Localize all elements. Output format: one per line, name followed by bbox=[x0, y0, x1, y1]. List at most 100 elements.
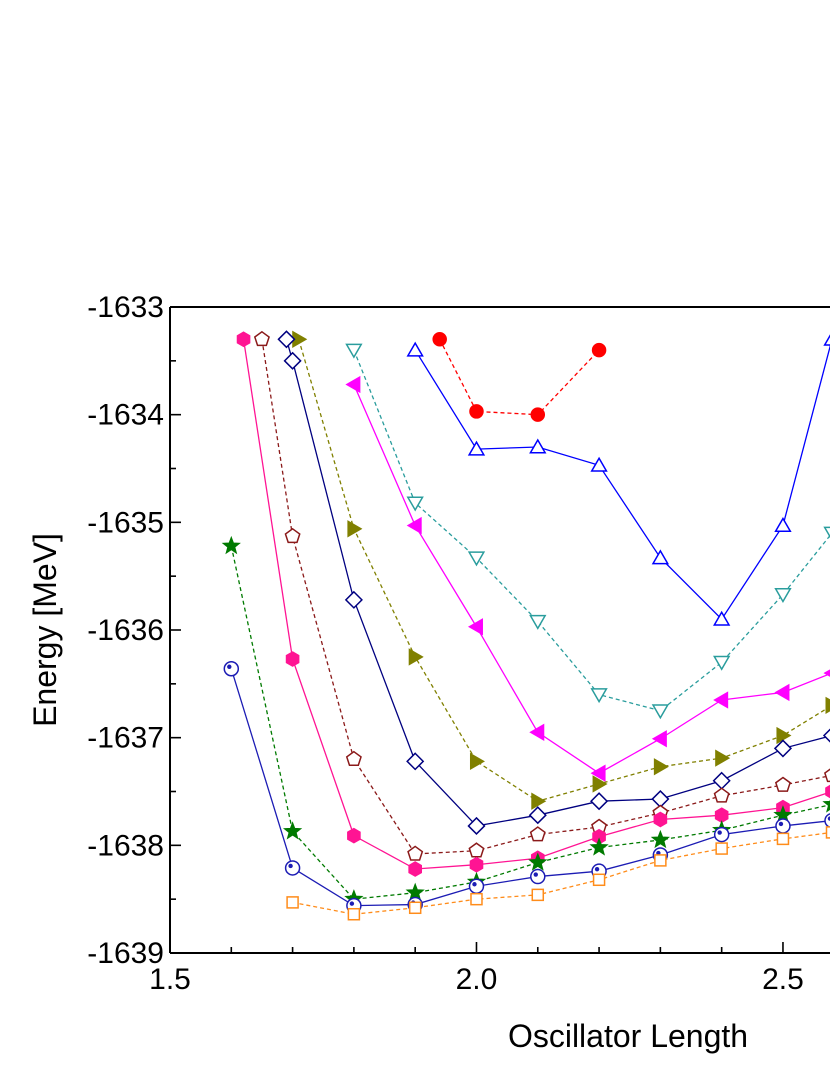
data-point bbox=[345, 375, 361, 394]
series-9 bbox=[221, 535, 830, 908]
data-point bbox=[469, 404, 484, 419]
data-point bbox=[236, 331, 251, 348]
series-line bbox=[439, 339, 600, 416]
data-point bbox=[406, 341, 424, 357]
series-1 bbox=[432, 332, 607, 422]
data-point bbox=[408, 901, 422, 915]
data-point bbox=[528, 806, 547, 825]
series-line bbox=[261, 339, 830, 855]
data-point bbox=[529, 826, 546, 842]
data-point bbox=[344, 590, 363, 609]
x-tick-label: 2.0 bbox=[456, 963, 498, 996]
data-point bbox=[823, 526, 830, 539]
series-line bbox=[230, 668, 830, 907]
series-line bbox=[353, 349, 830, 712]
data-point bbox=[774, 776, 791, 792]
data-point-dot bbox=[288, 863, 293, 869]
series-line bbox=[230, 545, 830, 900]
data-point bbox=[347, 520, 363, 538]
data-point bbox=[345, 750, 362, 767]
data-point bbox=[773, 739, 793, 758]
data-point bbox=[825, 826, 830, 839]
data-point bbox=[405, 882, 425, 901]
data-point bbox=[713, 610, 731, 626]
series-line bbox=[414, 344, 830, 621]
data-point bbox=[284, 860, 301, 876]
data-point bbox=[653, 811, 668, 828]
data-point bbox=[591, 342, 607, 358]
data-point bbox=[774, 517, 792, 533]
data-point bbox=[468, 878, 485, 894]
data-point bbox=[467, 618, 483, 636]
data-point bbox=[529, 723, 545, 741]
data-point bbox=[283, 351, 302, 370]
data-point-dot bbox=[594, 866, 600, 872]
data-point bbox=[589, 837, 609, 856]
data-point bbox=[530, 868, 546, 885]
series-11 bbox=[286, 826, 830, 921]
series-4 bbox=[345, 375, 830, 782]
data-point bbox=[221, 535, 241, 555]
data-point bbox=[713, 826, 730, 843]
data-point-dot bbox=[778, 821, 784, 827]
data-point bbox=[822, 799, 830, 813]
data-point bbox=[650, 829, 670, 849]
data-point bbox=[590, 764, 606, 782]
data-point bbox=[432, 332, 447, 347]
data-point bbox=[406, 496, 424, 512]
x-axis-title: Oscillator Length bbox=[508, 1018, 748, 1054]
data-point bbox=[714, 807, 729, 824]
data-point bbox=[407, 845, 424, 861]
data-point-dot bbox=[472, 882, 477, 887]
y-tick-label: -1635 bbox=[87, 506, 164, 539]
data-point bbox=[713, 655, 731, 671]
data-point bbox=[467, 551, 486, 567]
y-tick-label: -1634 bbox=[87, 399, 164, 432]
series-line bbox=[292, 832, 830, 915]
data-point bbox=[590, 792, 609, 811]
data-point bbox=[592, 873, 606, 887]
data-point bbox=[223, 661, 240, 677]
data-point bbox=[529, 614, 547, 630]
series-7 bbox=[253, 330, 830, 861]
data-point bbox=[406, 516, 422, 535]
data-point bbox=[531, 888, 545, 902]
series-layer bbox=[221, 330, 830, 921]
data-point bbox=[713, 691, 729, 709]
data-point bbox=[823, 334, 830, 346]
data-point bbox=[592, 775, 608, 793]
data-point bbox=[467, 816, 486, 836]
data-point bbox=[823, 669, 830, 677]
data-point bbox=[285, 651, 300, 667]
data-point-dot bbox=[827, 816, 830, 821]
series-3 bbox=[345, 343, 830, 720]
data-point bbox=[286, 896, 299, 909]
x-tick-label: 1.5 bbox=[149, 963, 191, 996]
data-point bbox=[408, 861, 422, 877]
data-point bbox=[651, 730, 667, 748]
data-point bbox=[712, 771, 731, 790]
data-point bbox=[774, 587, 792, 603]
y-tick-label: -1633 bbox=[87, 291, 164, 324]
data-point bbox=[408, 648, 424, 666]
data-point bbox=[347, 907, 361, 921]
data-point-dot bbox=[656, 850, 661, 856]
data-point-dot bbox=[227, 664, 232, 669]
series-6 bbox=[277, 330, 830, 836]
data-point bbox=[277, 330, 296, 349]
data-point bbox=[653, 758, 669, 776]
data-point bbox=[468, 842, 485, 858]
data-point-dot bbox=[717, 830, 722, 835]
data-point bbox=[469, 752, 485, 771]
y-tick-label: -1638 bbox=[87, 829, 164, 862]
data-point-dot bbox=[533, 872, 538, 877]
data-point bbox=[530, 407, 546, 422]
data-point bbox=[282, 821, 303, 840]
data-point bbox=[284, 527, 301, 544]
series-5 bbox=[292, 330, 830, 810]
data-point-dot bbox=[349, 901, 355, 906]
y-axis-title: Energy [MeV] bbox=[27, 533, 63, 727]
data-point bbox=[531, 792, 547, 810]
